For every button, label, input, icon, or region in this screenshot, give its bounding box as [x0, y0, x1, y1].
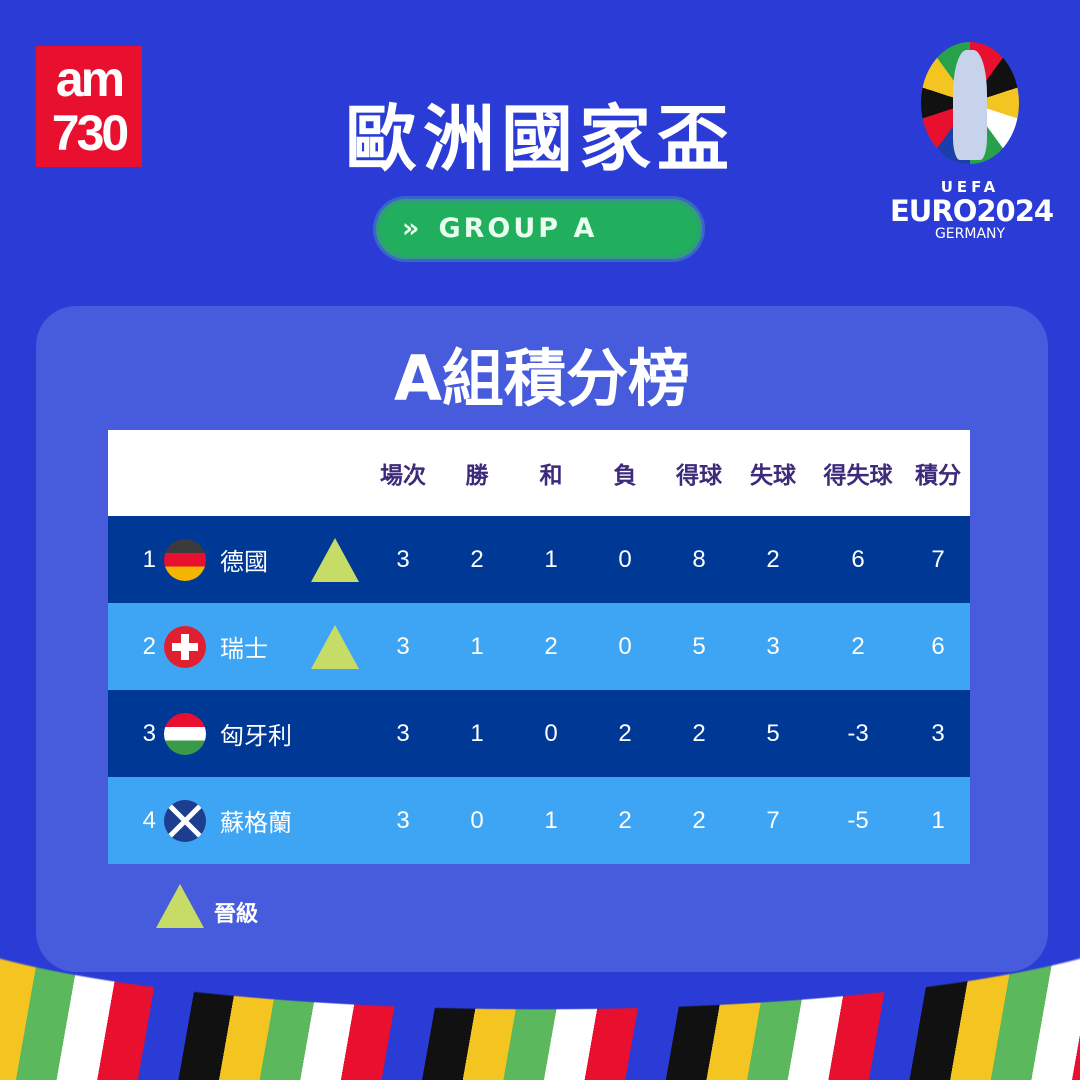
- trophy-emblem-icon: [921, 42, 1019, 164]
- stat-7: 1: [906, 777, 970, 864]
- team-name: 德國: [214, 516, 304, 603]
- qualified-triangle-icon: [311, 624, 359, 669]
- stat-2: 0: [514, 690, 588, 777]
- page-title: 歐洲國家盃: [344, 97, 735, 181]
- stat-6: 6: [810, 516, 906, 603]
- scotland-flag-icon: [164, 799, 206, 842]
- column-header: 和: [514, 430, 588, 516]
- switzerland-flag-icon: [164, 625, 206, 668]
- flag-cell: [156, 690, 214, 777]
- stat-0: 3: [366, 777, 440, 864]
- stat-4: 2: [662, 690, 736, 777]
- team-name: 匈牙利: [214, 690, 304, 777]
- stat-2: 2: [514, 603, 588, 690]
- column-header: 失球: [736, 430, 810, 516]
- flag-cell: [156, 516, 214, 603]
- stat-1: 2: [440, 516, 514, 603]
- table-row: 3 匈牙利 3 1 0 2 2 5 -3 3: [108, 690, 970, 777]
- qualified-cell: [304, 690, 366, 777]
- stat-7: 6: [906, 603, 970, 690]
- euro-text: EURO2024: [890, 194, 1054, 228]
- stat-5: 2: [736, 516, 810, 603]
- legend: 晉級: [156, 884, 258, 928]
- column-header: 負: [588, 430, 662, 516]
- qualified-cell: [304, 777, 366, 864]
- position: 1: [108, 516, 156, 603]
- stat-4: 8: [662, 516, 736, 603]
- stat-2: 1: [514, 777, 588, 864]
- flag-cell: [156, 603, 214, 690]
- stat-0: 3: [366, 516, 440, 603]
- germany-flag-icon: [164, 538, 206, 581]
- stat-1: 1: [440, 603, 514, 690]
- standings-title: A組積分榜: [394, 342, 690, 415]
- qualified-cell: [304, 603, 366, 690]
- am730-logo: am 730: [36, 46, 142, 167]
- host-text: GERMANY: [934, 226, 1006, 242]
- team-name: 蘇格蘭: [214, 777, 304, 864]
- table-row: 4 蘇格蘭 3 0 1 2 2 7 -5 1: [108, 777, 970, 864]
- stat-3: 0: [588, 516, 662, 603]
- stat-4: 2: [662, 777, 736, 864]
- stat-5: 3: [736, 603, 810, 690]
- stat-0: 3: [366, 603, 440, 690]
- stat-1: 1: [440, 690, 514, 777]
- position: 4: [108, 777, 156, 864]
- stat-6: -3: [810, 690, 906, 777]
- column-header: 得球: [662, 430, 736, 516]
- stat-7: 3: [906, 690, 970, 777]
- stat-3: 0: [588, 603, 662, 690]
- hungary-flag-icon: [164, 712, 206, 755]
- column-header: 場次: [366, 430, 440, 516]
- team-name: 瑞士: [214, 603, 304, 690]
- header-spacer: [108, 430, 366, 516]
- legend-qualified-label: 晉級: [214, 902, 259, 927]
- double-chevron-right-icon: »: [402, 213, 423, 244]
- column-header: 積分: [906, 430, 970, 516]
- logo-am: am: [55, 51, 125, 107]
- group-badge: » GROUP A: [376, 199, 702, 259]
- position: 3: [108, 690, 156, 777]
- qualified-cell: [304, 516, 366, 603]
- stat-4: 5: [662, 603, 736, 690]
- stat-1: 0: [440, 777, 514, 864]
- group-label: GROUP A: [438, 213, 598, 244]
- qualified-triangle-icon: [156, 884, 204, 928]
- flag-cell: [156, 777, 214, 864]
- position: 2: [108, 603, 156, 690]
- stat-5: 7: [736, 777, 810, 864]
- uefa-text: UEFA: [940, 178, 1000, 196]
- stat-3: 2: [588, 777, 662, 864]
- euro2024-logo: UEFA EURO2024 GERMANY: [890, 42, 1054, 242]
- stat-2: 1: [514, 516, 588, 603]
- stat-3: 2: [588, 690, 662, 777]
- logo-730: 730: [51, 105, 129, 161]
- column-header: 得失球: [810, 430, 906, 516]
- stat-6: 2: [810, 603, 906, 690]
- stat-7: 7: [906, 516, 970, 603]
- stat-6: -5: [810, 777, 906, 864]
- column-header: 勝: [440, 430, 514, 516]
- stat-5: 5: [736, 690, 810, 777]
- stat-0: 3: [366, 690, 440, 777]
- table-header: 場次勝和負得球 失球 得失球 積分: [108, 430, 970, 516]
- qualified-triangle-icon: [311, 537, 359, 582]
